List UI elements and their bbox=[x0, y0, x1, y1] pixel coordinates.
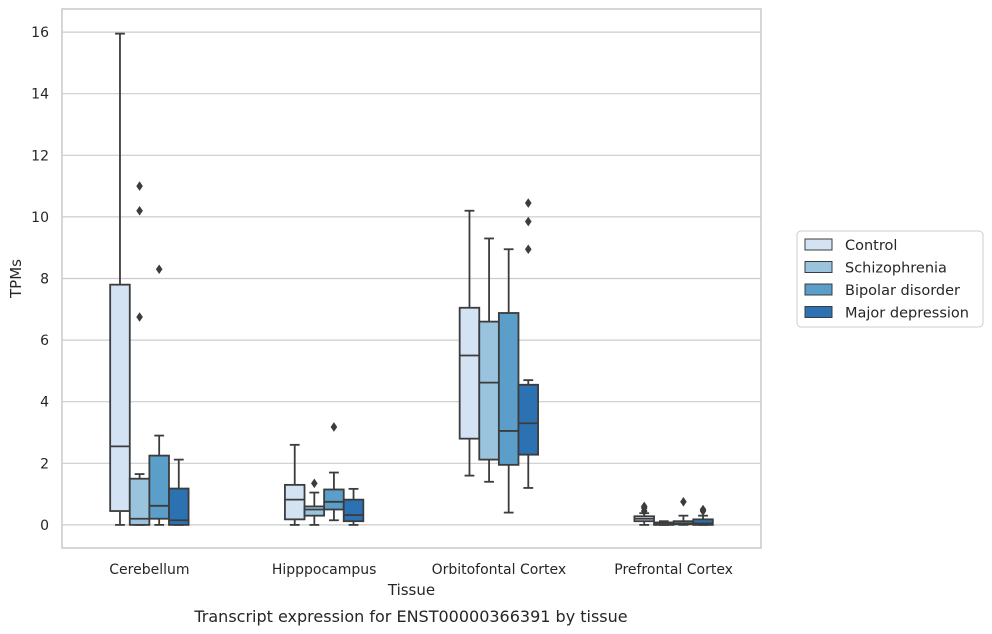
box-iqr bbox=[342, 498, 365, 523]
outlier-point bbox=[524, 216, 532, 227]
box-1-1 bbox=[303, 478, 326, 526]
box-iqr bbox=[148, 454, 170, 520]
box-iqr bbox=[478, 320, 500, 461]
x-axis-title: Tissue bbox=[387, 581, 435, 599]
box-2-2 bbox=[497, 248, 520, 514]
box-iqr bbox=[109, 283, 131, 512]
outlier-point bbox=[699, 504, 707, 515]
outlier-point bbox=[136, 312, 143, 322]
legend-label: Control bbox=[845, 238, 897, 254]
legend-swatch bbox=[804, 306, 833, 318]
outlier-point bbox=[155, 264, 163, 275]
box-1-3 bbox=[342, 487, 365, 526]
outlier-point bbox=[136, 205, 143, 216]
legend: Control Schizophrenia Bipolar disorder Majo… bbox=[796, 230, 984, 328]
legend-frame bbox=[796, 230, 984, 328]
legend-swatch bbox=[804, 261, 833, 273]
box-2-3 bbox=[517, 198, 539, 489]
box-iqr bbox=[303, 505, 326, 517]
box-iqr bbox=[323, 488, 345, 511]
outlier-point bbox=[311, 478, 318, 489]
x-tick-label: Hipppocampus bbox=[272, 562, 377, 578]
y-tick-label: 12 bbox=[31, 148, 49, 164]
box-3-3 bbox=[692, 504, 714, 526]
box-3-0 bbox=[633, 501, 655, 526]
y-tick-label: 0 bbox=[40, 518, 49, 534]
outlier-point bbox=[524, 244, 532, 255]
legend-label: Bipolar disorder bbox=[845, 283, 960, 299]
box-2-0 bbox=[458, 209, 481, 477]
legend-label: Major depression bbox=[845, 306, 969, 322]
y-tick-label: 8 bbox=[40, 272, 49, 288]
x-tick-label: Orbitofontal Cortex bbox=[432, 562, 567, 578]
outlier-point bbox=[680, 497, 687, 507]
y-axis-title: TPMs bbox=[7, 259, 25, 299]
legend-label: Schizophrenia bbox=[845, 261, 947, 277]
y-tick-label: 6 bbox=[40, 333, 49, 349]
box-2-1 bbox=[478, 237, 500, 483]
box-1-2 bbox=[323, 422, 345, 522]
box-iqr bbox=[284, 483, 306, 521]
grid-layer bbox=[62, 31, 761, 526]
box-0-0 bbox=[109, 32, 131, 526]
legend-swatch bbox=[804, 283, 833, 296]
box-1-0 bbox=[284, 443, 306, 526]
x-tick-label: Prefrontal Cortex bbox=[614, 562, 733, 578]
y-tick-label: 2 bbox=[40, 456, 49, 472]
outlier-point bbox=[136, 181, 143, 191]
outlier-point bbox=[640, 501, 648, 512]
box-iqr bbox=[517, 383, 539, 456]
chart-caption: Transcript expression for ENST0000036639… bbox=[193, 607, 627, 626]
plot-frame bbox=[61, 8, 762, 549]
box-0-2 bbox=[148, 264, 170, 526]
box-iqr bbox=[168, 487, 190, 526]
legend-swatch bbox=[804, 238, 833, 251]
box-3-2 bbox=[672, 497, 695, 526]
box-0-3 bbox=[168, 458, 190, 526]
y-tick-label: 10 bbox=[31, 210, 49, 226]
x-tick-label: Cerebellum bbox=[109, 562, 189, 578]
outlier-point bbox=[330, 422, 338, 432]
box-3-1 bbox=[653, 520, 675, 526]
box-layer bbox=[109, 32, 714, 526]
y-tick-label: 16 bbox=[31, 25, 49, 41]
box-iqr bbox=[692, 518, 714, 526]
tick-layer: 0 2 4 6 8 10 12 14 16 Cerebellum Hipppocampus Orbit… bbox=[31, 25, 733, 578]
outlier-point bbox=[524, 198, 532, 208]
y-tick-label: 4 bbox=[40, 395, 49, 411]
box-0-1 bbox=[128, 181, 151, 526]
box-iqr bbox=[497, 312, 520, 466]
box-iqr bbox=[458, 306, 481, 440]
y-tick-label: 14 bbox=[31, 87, 49, 103]
